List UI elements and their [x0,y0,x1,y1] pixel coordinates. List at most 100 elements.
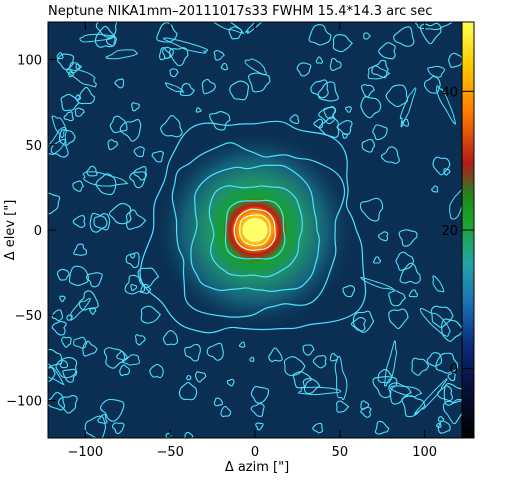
noise-contour [359,197,384,222]
noise-contour [131,102,140,112]
noise-contour [374,420,390,435]
noise-contour [75,63,83,70]
noise-contour [56,268,70,281]
noise-contour [60,93,80,112]
noise-contour [162,329,179,346]
noise-contour [93,213,111,231]
noise-filament [35,357,67,388]
noise-filament [74,337,88,348]
noise-contour [209,111,231,131]
noise-contour [372,256,382,264]
noise-contour [430,305,454,328]
noise-contour [329,352,339,362]
noise-contour [250,386,270,404]
y-tick-label: 0 [34,224,42,239]
x-tick-label: 0 [251,445,259,460]
noise-contour [437,385,453,402]
noise-contour [77,86,96,105]
noise-contours [35,22,469,438]
source-contour [233,208,276,251]
noise-filament [298,387,340,395]
noise-filament [244,56,269,77]
noise-contour [411,357,430,376]
noise-contour [178,382,198,401]
noise-filament [67,295,93,321]
noise-contour [220,62,229,71]
noise-contour [296,62,312,77]
noise-contour [312,422,324,434]
noise-contour [119,364,131,376]
source-contour [208,185,303,278]
noise-contour [63,111,74,122]
source-contour [171,142,346,318]
noise-contour [195,371,207,383]
noise-filament [389,384,422,398]
noise-contour [56,52,64,60]
noise-contour [345,106,352,113]
noise-contour [432,156,451,176]
noise-contour [388,308,409,330]
source-blob [139,120,367,334]
noise-contour [95,22,118,38]
noise-contour [186,375,192,381]
noise-contour [179,83,195,97]
noise-contour [228,26,243,40]
noise-filament [434,84,459,125]
noise-contour [213,397,223,407]
noise-contour [51,309,63,322]
noise-contour [55,356,78,379]
noise-contour [361,139,376,153]
noise-contour [160,115,183,138]
noise-filament [368,66,390,80]
noise-contour [184,431,194,438]
noise-contour [72,180,85,192]
noise-contour [363,32,371,40]
noise-filament [164,82,185,95]
noise-contour [107,139,119,151]
noise-contour [443,383,467,406]
noise-contour [352,310,375,333]
noise-contour [169,68,179,78]
noise-filament [333,356,348,400]
noise-contour [201,78,217,95]
noise-contour [342,285,356,298]
noise-contour [335,400,350,413]
colorbar-tick-label: 40 [441,85,458,100]
x-axis-label: Δ azim ["] [225,460,289,475]
noise-contour [206,342,224,361]
noise-filament [417,304,454,338]
noise-contour [159,47,171,61]
noise-contour [431,185,439,193]
noise-contour [401,118,410,127]
noise-contour [388,290,406,307]
noise-contour [393,26,415,47]
noise-filament [397,86,418,127]
noise-contour [378,42,396,60]
noise-contour [50,138,69,158]
noise-contour [134,334,146,346]
noise-contour [74,107,85,117]
noise-contour [95,173,117,196]
noise-contour [58,129,76,147]
noise-contour [229,80,250,101]
source-contour [239,214,271,247]
noise-contour [137,267,160,288]
noise-contour [448,52,463,68]
colorbar-ticks: 0 20 40 [441,85,474,378]
noise-contour [302,344,315,356]
noise-contour [220,405,232,418]
noise-filament [80,33,115,42]
noise-contour [130,283,138,291]
noise-contour [124,274,146,295]
noise-contour [395,251,415,271]
noise-filament [162,36,208,56]
noise-contour [119,118,142,142]
noise-contour [329,57,342,71]
noise-contour [57,53,75,71]
noise-contour [99,398,125,422]
noise-filament [65,64,100,90]
noise-filament [121,354,140,368]
noise-contour [312,355,327,369]
noise-contour [213,50,225,61]
